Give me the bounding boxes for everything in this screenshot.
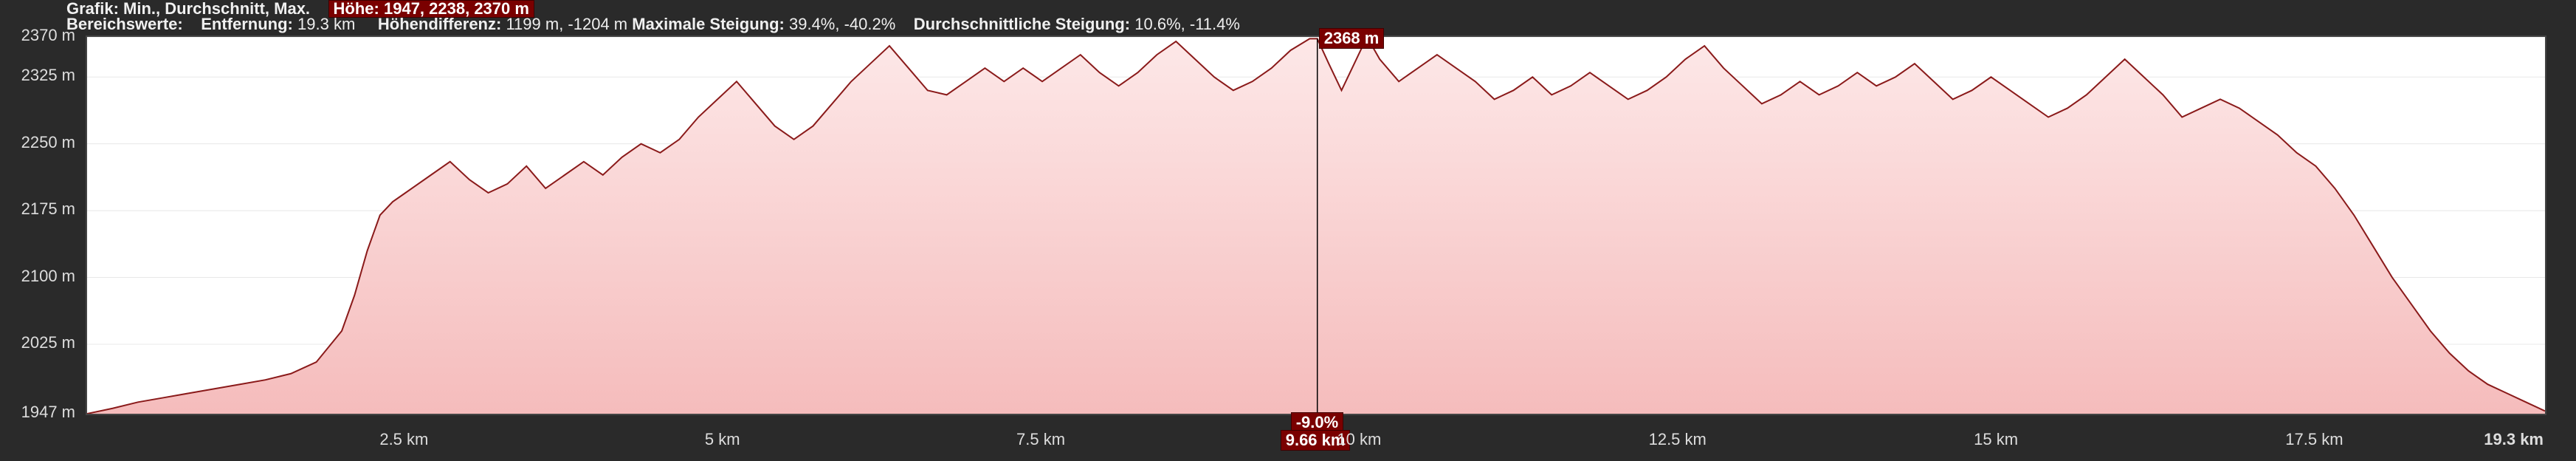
hoehendiff-label: Höhendifferenz:	[378, 15, 501, 33]
x-tick-label: 10 km	[1337, 430, 1381, 449]
y-tick-label: 2175 m	[21, 199, 75, 219]
header: Grafik: Min., Durchschnitt, Max. Höhe: 1…	[0, 0, 2576, 31]
x-tick-label: 2.5 km	[379, 430, 428, 449]
entfernung-label: Entfernung:	[201, 15, 293, 33]
y-tick-label: 2250 m	[21, 133, 75, 152]
bereich-label: Bereichswerte:	[66, 15, 183, 33]
x-tick-label: 12.5 km	[1649, 430, 1707, 449]
maxsteig-value: 39.4%, -40.2%	[789, 15, 895, 33]
avgsteig-value: 10.6%, -11.4%	[1134, 15, 1240, 33]
entfernung-value: 19.3 km	[297, 15, 355, 33]
chart-svg	[87, 37, 2545, 414]
maxsteig-label: Maximale Steigung:	[632, 15, 785, 33]
elevation-chart[interactable]: 2368 m -9.0% 9.66 km	[86, 35, 2546, 415]
x-tick-label: 7.5 km	[1016, 430, 1065, 449]
y-tick-label: 2370 m	[21, 26, 75, 45]
elevation-widget: Grafik: Min., Durchschnitt, Max. Höhe: 1…	[0, 0, 2576, 461]
x-tick-label: 17.5 km	[2285, 430, 2343, 449]
y-tick-label: 1947 m	[21, 403, 75, 422]
x-tick-label: 15 km	[1974, 430, 2018, 449]
y-tick-label: 2325 m	[21, 66, 75, 85]
x-tick-label: 5 km	[705, 430, 740, 449]
x-axis-labels: 2.5 km5 km7.5 km10 km12.5 km15 km17.5 km…	[86, 417, 2544, 443]
y-tick-label: 2025 m	[21, 333, 75, 352]
hoehendiff-value: 1199 m, -1204 m	[506, 15, 627, 33]
y-axis-labels: 1947 m2025 m2100 m2175 m2250 m2325 m2370…	[0, 35, 81, 412]
avgsteig-label: Durchschnittliche Steigung:	[914, 15, 1130, 33]
x-end-label: 19.3 km	[2484, 430, 2544, 449]
cursor-tooltip-elevation: 2368 m	[1319, 28, 1385, 49]
header-row-2: Bereichswerte: Entfernung: 19.3 km Höhen…	[66, 16, 1240, 33]
y-tick-label: 2100 m	[21, 267, 75, 286]
